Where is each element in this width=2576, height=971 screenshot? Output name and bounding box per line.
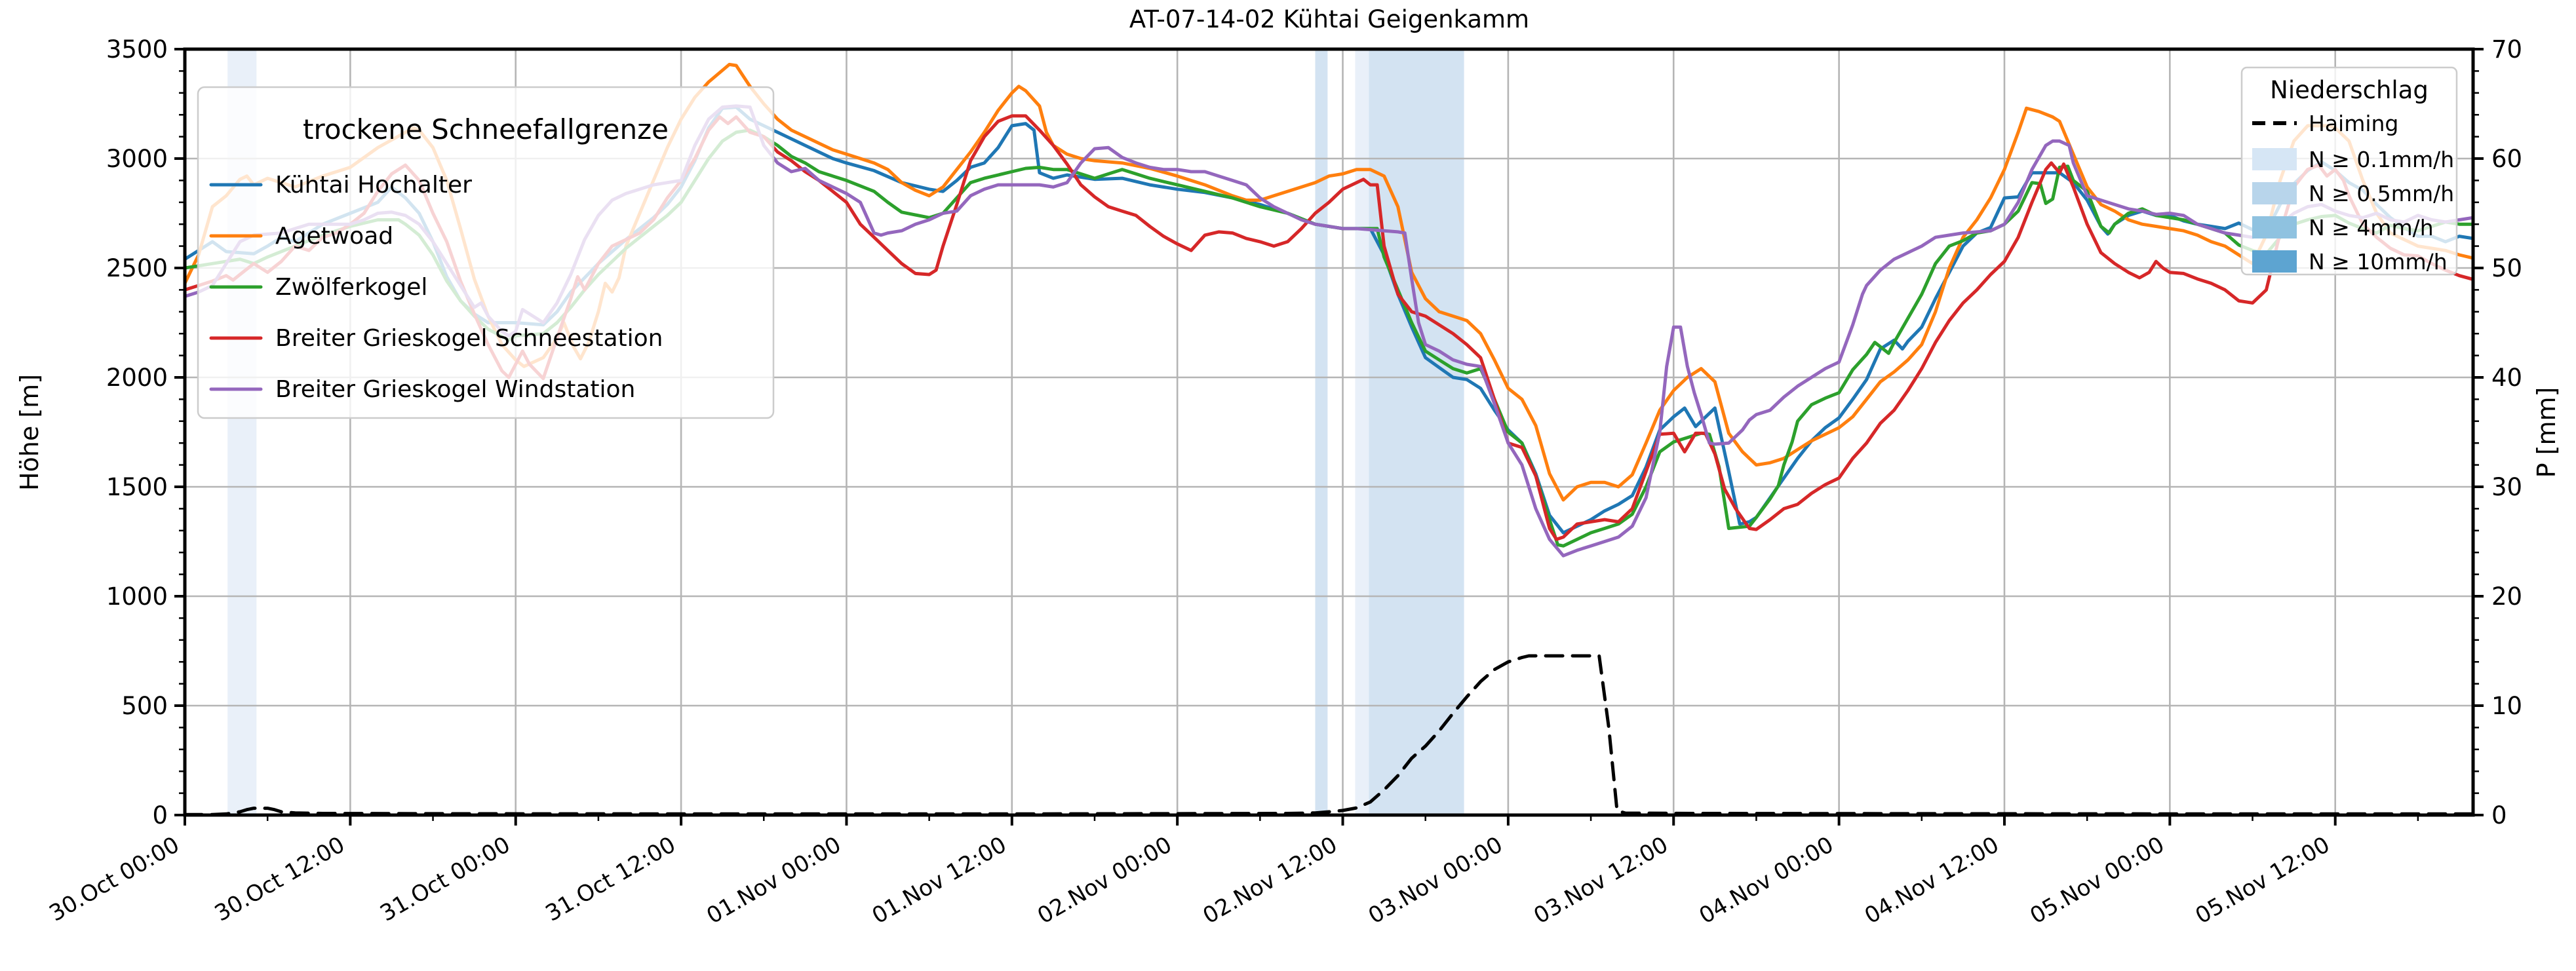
y-left-tick-label: 1000: [106, 582, 168, 611]
legend-snowline-entry-label: Breiter Grieskogel Schneestation: [275, 325, 663, 352]
legend-precip-entry-label: Haiming: [2309, 111, 2398, 136]
legend-patch-swatch: [2252, 250, 2297, 273]
legend-snowline-title: trockene Schneefallgrenze: [303, 113, 669, 145]
y-axis-right-label: P [mm]: [2532, 387, 2561, 478]
legend-patch-swatch: [2252, 182, 2297, 204]
legend-precip: Niederschlag Haiming N ≥ 0.1mm/h N ≥ 0.5mm…: [2240, 66, 2458, 276]
precip-band-n0.5: [1369, 49, 1464, 815]
y-right-tick-label: 70: [2491, 35, 2522, 64]
y-left-tick-label: 3000: [106, 145, 168, 173]
y-right-tick-label: 10: [2491, 692, 2522, 720]
y-right-tick-label: 40: [2491, 364, 2522, 392]
legend-patch-swatch: [2252, 216, 2297, 238]
y-left-tick-label: 500: [121, 692, 168, 720]
y-right-tick-label: 50: [2491, 254, 2522, 282]
y-left-tick-label: 2000: [106, 364, 168, 392]
y-right-tick-label: 0: [2491, 801, 2507, 829]
axis-ticks: [174, 48, 2484, 826]
y-right-tick-label: 60: [2491, 145, 2522, 173]
plot-frame: [183, 47, 2475, 817]
y-left-tick-label: 1500: [106, 473, 168, 501]
chart-title: AT-07-14-02 Kühtai Geigenkamm: [1129, 5, 1529, 33]
precip-band-n0.1: [1355, 49, 1369, 815]
legend-snowline-entry-label: Kühtai Hochalter: [275, 172, 472, 199]
y-left-tick-label: 2500: [106, 254, 168, 282]
legend-precip-title: Niederschlag: [2270, 76, 2429, 104]
legend-precip-entry-label: N ≥ 0.5mm/h: [2309, 181, 2454, 206]
legend-precip-entry-label: N ≥ 4mm/h: [2309, 215, 2434, 240]
legend-snowline-box: [197, 86, 775, 419]
series-line-haiming: [185, 654, 2473, 815]
legend-snowline-entry-label: Zwölferkogel: [275, 274, 427, 301]
legend-precip-entry-label: N ≥ 0.1mm/h: [2309, 147, 2454, 172]
precip-band-n0.5: [1315, 49, 1328, 815]
y-axis-left-label: Höhe [m]: [15, 374, 44, 491]
legend-patch-swatch: [2252, 148, 2297, 170]
y-right-tick-label: 30: [2491, 473, 2522, 501]
axes-spines: [183, 47, 2475, 817]
y-left-tick-label: 0: [152, 801, 168, 829]
legend-snowline: trockene Schneefallgrenze Kühtai Hochalt…: [197, 86, 775, 419]
legend-precip-entry-label: N ≥ 10mm/h: [2309, 249, 2448, 275]
legend-snowline-entry-label: Breiter Grieskogel Windstation: [275, 376, 635, 403]
y-right-tick-label: 20: [2491, 582, 2522, 611]
y-left-tick-label: 3500: [106, 35, 168, 64]
legend-snowline-entry-label: Agetwoad: [275, 223, 393, 250]
